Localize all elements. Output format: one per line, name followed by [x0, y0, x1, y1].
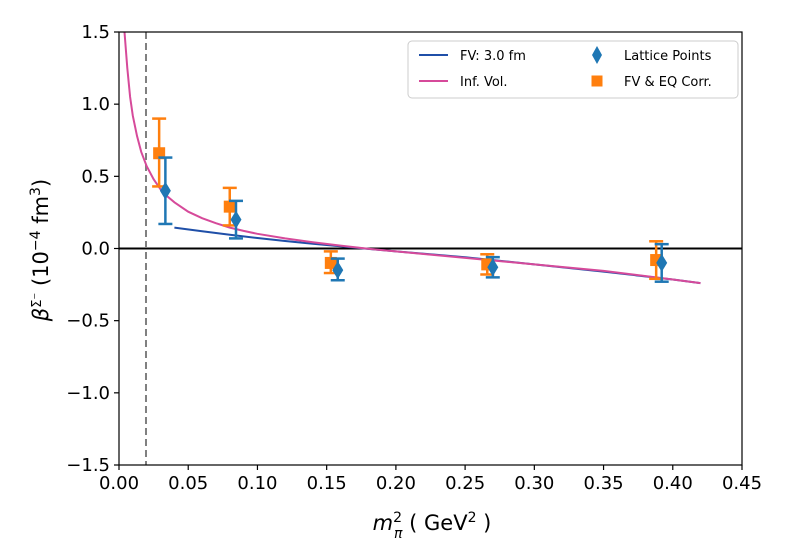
legend-fv-label: FV: 3.0 fm: [460, 49, 526, 64]
lattice-point-1: [230, 210, 242, 229]
x-tick-label-5: 0.25: [445, 473, 485, 494]
y-axis-label-unit-mid: fm: [29, 196, 53, 231]
x-tick-label-2: 0.10: [237, 473, 277, 494]
x-tick-label-9: 0.45: [722, 473, 762, 494]
x-tick-label-1: 0.05: [168, 473, 208, 494]
x-tick-label-3: 0.15: [307, 473, 347, 494]
x-axis-label-sup: 2: [393, 510, 402, 526]
y-axis-label-symbol: β: [29, 308, 53, 322]
lattice-point-2: [332, 261, 344, 280]
legend-lattice-marker: [592, 46, 602, 64]
x-axis-label-sub: π: [394, 526, 403, 542]
legend-lattice-label: Lattice Points: [624, 49, 712, 64]
x-axis-label: m2 π ( GeV2 ): [373, 510, 492, 542]
x-tick-label-0: 0.00: [99, 473, 139, 494]
x-axis-label-unit-end: ): [476, 511, 491, 535]
lattice-point-3: [487, 258, 499, 277]
y-axis-label-unit: (10: [29, 251, 53, 293]
y-axis-label-sup: Σ⁻: [30, 293, 45, 308]
y-tick-label-1: 1.0: [81, 94, 110, 115]
x-tick-label-4: 0.20: [376, 473, 416, 494]
inf-vol-curve: [123, 32, 701, 285]
x-axis-label-unit: ( GeV: [402, 511, 468, 535]
lattice-point-0: [159, 181, 171, 200]
legend-box: [407, 40, 739, 99]
x-tick-label-8: 0.40: [653, 473, 693, 494]
corrected-point-0: [153, 147, 166, 160]
axes: 0.00 0.05 0.10 0.15 0.20 0.25 0.30 0.35 0.40 0.45…: [66, 22, 762, 494]
y-tick-label-4: −0.5: [66, 311, 110, 332]
legend-inf-label: Inf. Vol.: [460, 75, 508, 90]
y-tick-label-5: −1.0: [66, 383, 110, 404]
y-axis-label-unit-sup: −4: [28, 230, 44, 251]
legend-corrected-marker: [591, 75, 603, 87]
lattice-point-4: [656, 253, 668, 272]
corrected-point-1: [223, 200, 236, 213]
y-axis-label: βΣ⁻ (10−4 fm3): [28, 179, 53, 322]
legend-corrected-label: FV & EQ Corr.: [624, 75, 712, 90]
plot-content: [119, 32, 742, 465]
x-axis-label-unit-sup: 2: [468, 510, 477, 526]
x-tick-label-6: 0.30: [514, 473, 554, 494]
y-axis-label-unit-sup2: 3: [28, 187, 44, 196]
y-tick-label-6: −1.5: [66, 455, 110, 476]
corrected-point-2: [324, 256, 337, 269]
y-tick-label-3: 0.0: [81, 239, 110, 260]
y-axis-label-unit-end: ): [29, 179, 53, 187]
x-axis-label-symbol: m: [373, 511, 393, 535]
legend: FV: 3.0 fm Inf. Vol. Lattice Points FV &…: [407, 40, 739, 99]
y-tick-label-0: 1.5: [81, 22, 110, 43]
y-tick-label-2: 0.5: [81, 166, 110, 187]
plot-area: [119, 32, 742, 465]
x-tick-label-7: 0.35: [584, 473, 624, 494]
